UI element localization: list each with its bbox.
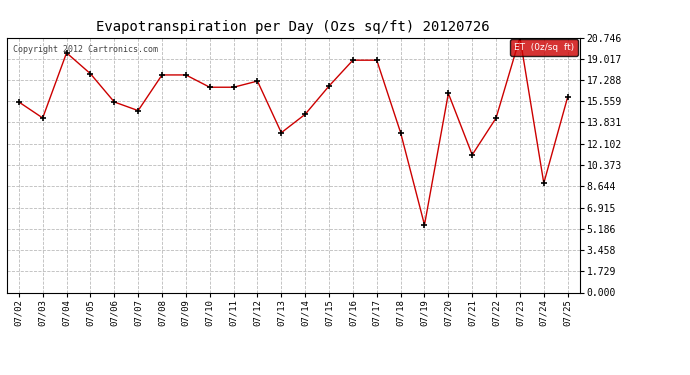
Text: Copyright 2012 Cartronics.com: Copyright 2012 Cartronics.com xyxy=(12,45,157,54)
Title: Evapotranspiration per Day (Ozs sq/ft) 20120726: Evapotranspiration per Day (Ozs sq/ft) 2… xyxy=(97,20,490,33)
Legend: ET  (0z/sq  ft): ET (0z/sq ft) xyxy=(511,39,578,56)
